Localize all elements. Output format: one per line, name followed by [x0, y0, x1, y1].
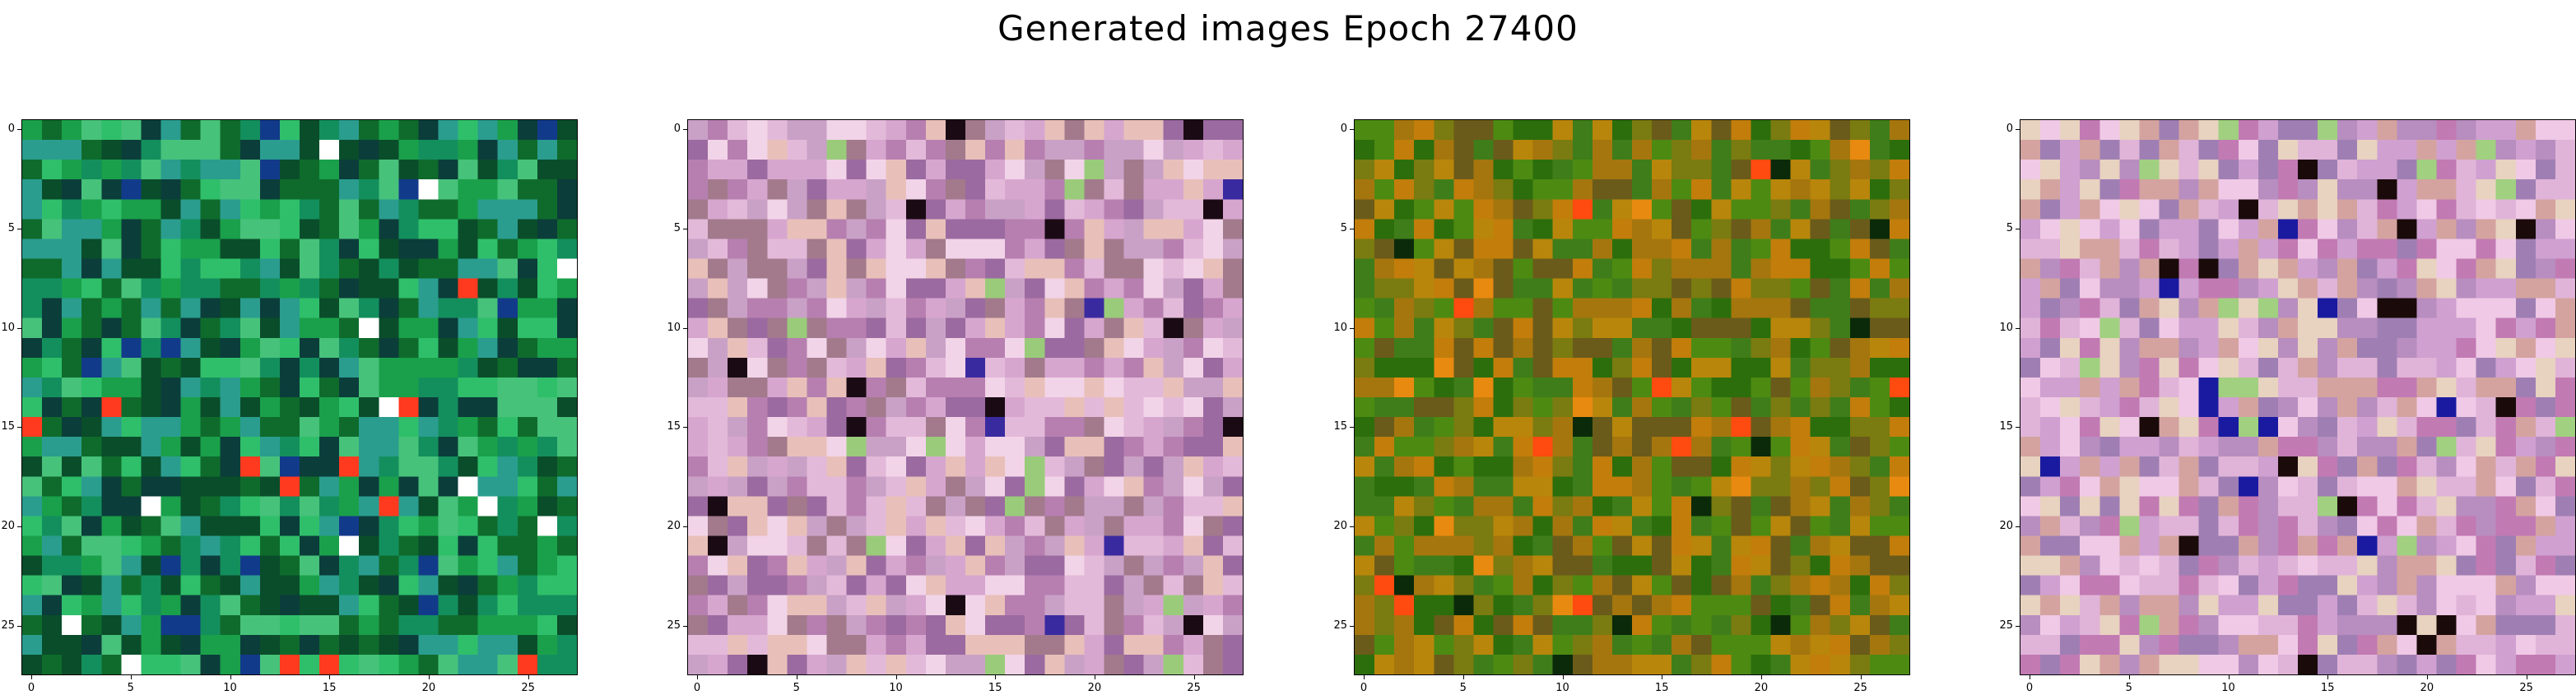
x-tick-mark: [2426, 675, 2428, 679]
x-tick-mark: [329, 675, 331, 679]
y-tick-mark: [2016, 526, 2020, 527]
y-tick-mark: [2016, 327, 2020, 329]
y-tick-mark: [683, 427, 687, 429]
y-tick-label: 0: [673, 123, 681, 136]
y-tick-mark: [1350, 625, 1354, 627]
y-tick-mark: [2016, 625, 2020, 627]
y-tick-label: 20: [667, 519, 681, 532]
x-tick-mark: [31, 675, 33, 679]
y-tick-label: 25: [1333, 619, 1347, 632]
generated-image-1: [21, 119, 578, 675]
y-tick-mark: [17, 129, 21, 131]
x-tick-label: 25: [1853, 682, 1867, 694]
y-tick-label: 20: [1999, 519, 2013, 532]
y-tick-label: 5: [673, 221, 681, 234]
x-tick-label: 5: [2125, 682, 2132, 694]
y-tick-label: 15: [1999, 420, 2013, 433]
x-tick-mark: [1760, 675, 1762, 679]
y-tick-mark: [683, 625, 687, 627]
x-tick-label: 0: [1360, 682, 1368, 694]
y-tick-label: 0: [2006, 123, 2013, 136]
x-tick-mark: [428, 675, 430, 679]
y-tick-mark: [17, 427, 21, 429]
y-tick-label: 20: [1333, 519, 1347, 532]
x-tick-label: 25: [1187, 682, 1201, 694]
y-tick-label: 15: [1, 420, 15, 433]
x-tick-label: 5: [127, 682, 134, 694]
x-tick-mark: [230, 675, 231, 679]
y-tick-label: 15: [667, 420, 681, 433]
y-tick-label: 5: [7, 221, 15, 234]
x-tick-label: 10: [889, 682, 903, 694]
y-tick-mark: [683, 327, 687, 329]
generated-image-4-pixels: [2020, 120, 2575, 674]
generated-image-2-pixels: [688, 120, 1243, 674]
x-tick-label: 0: [693, 682, 701, 694]
y-tick-mark: [2016, 427, 2020, 429]
y-tick-label: 20: [1, 519, 15, 532]
x-tick-mark: [2327, 675, 2329, 679]
y-tick-mark: [17, 526, 21, 527]
generated-image-1-pixels: [22, 120, 577, 674]
x-tick-mark: [528, 675, 529, 679]
y-tick-label: 10: [1, 321, 15, 334]
x-tick-mark: [1562, 675, 1564, 679]
x-tick-mark: [1462, 675, 1464, 679]
y-tick-mark: [17, 625, 21, 627]
y-tick-label: 25: [1, 619, 15, 632]
x-tick-label: 5: [1459, 682, 1467, 694]
x-tick-label: 15: [1654, 682, 1669, 694]
x-tick-label: 15: [322, 682, 337, 694]
x-tick-mark: [1860, 675, 1862, 679]
x-tick-mark: [2228, 675, 2230, 679]
y-tick-label: 10: [1333, 321, 1347, 334]
x-tick-mark: [1193, 675, 1195, 679]
x-tick-label: 0: [27, 682, 35, 694]
y-tick-label: 15: [1333, 420, 1347, 433]
x-tick-label: 15: [2320, 682, 2335, 694]
y-tick-label: 25: [1999, 619, 2013, 632]
y-tick-mark: [1350, 129, 1354, 131]
y-tick-label: 5: [2006, 221, 2013, 234]
x-tick-label: 10: [223, 682, 237, 694]
y-tick-label: 10: [1999, 321, 2013, 334]
x-tick-mark: [2128, 675, 2130, 679]
y-tick-mark: [683, 526, 687, 527]
y-tick-label: 0: [7, 123, 15, 136]
y-tick-mark: [17, 327, 21, 329]
x-tick-label: 15: [988, 682, 1002, 694]
x-tick-label: 25: [521, 682, 535, 694]
x-tick-mark: [130, 675, 132, 679]
y-tick-mark: [2016, 129, 2020, 131]
x-tick-label: 20: [421, 682, 436, 694]
y-tick-mark: [1350, 526, 1354, 527]
x-tick-label: 10: [2221, 682, 2235, 694]
x-tick-label: 0: [2025, 682, 2034, 694]
x-tick-label: 20: [2420, 682, 2434, 694]
x-tick-mark: [895, 675, 897, 679]
y-tick-mark: [1350, 427, 1354, 429]
x-tick-label: 10: [1555, 682, 1569, 694]
x-tick-mark: [995, 675, 997, 679]
x-tick-mark: [1364, 675, 1365, 679]
generated-image-4: [2020, 119, 2576, 675]
y-tick-label: 10: [667, 321, 681, 334]
y-tick-mark: [1350, 327, 1354, 329]
generated-image-2: [687, 119, 1244, 675]
y-tick-mark: [683, 129, 687, 131]
generated-image-3: [1354, 119, 1910, 675]
figure-title: Generated images Epoch 27400: [997, 8, 1579, 49]
generated-image-3-pixels: [1355, 120, 1909, 674]
x-tick-mark: [697, 675, 699, 679]
x-tick-label: 5: [793, 682, 800, 694]
y-tick-label: 5: [1340, 221, 1347, 234]
x-tick-label: 20: [1087, 682, 1102, 694]
y-tick-label: 25: [667, 619, 681, 632]
x-tick-label: 25: [2519, 682, 2533, 694]
x-tick-label: 20: [1754, 682, 1769, 694]
y-tick-label: 0: [1340, 123, 1347, 136]
